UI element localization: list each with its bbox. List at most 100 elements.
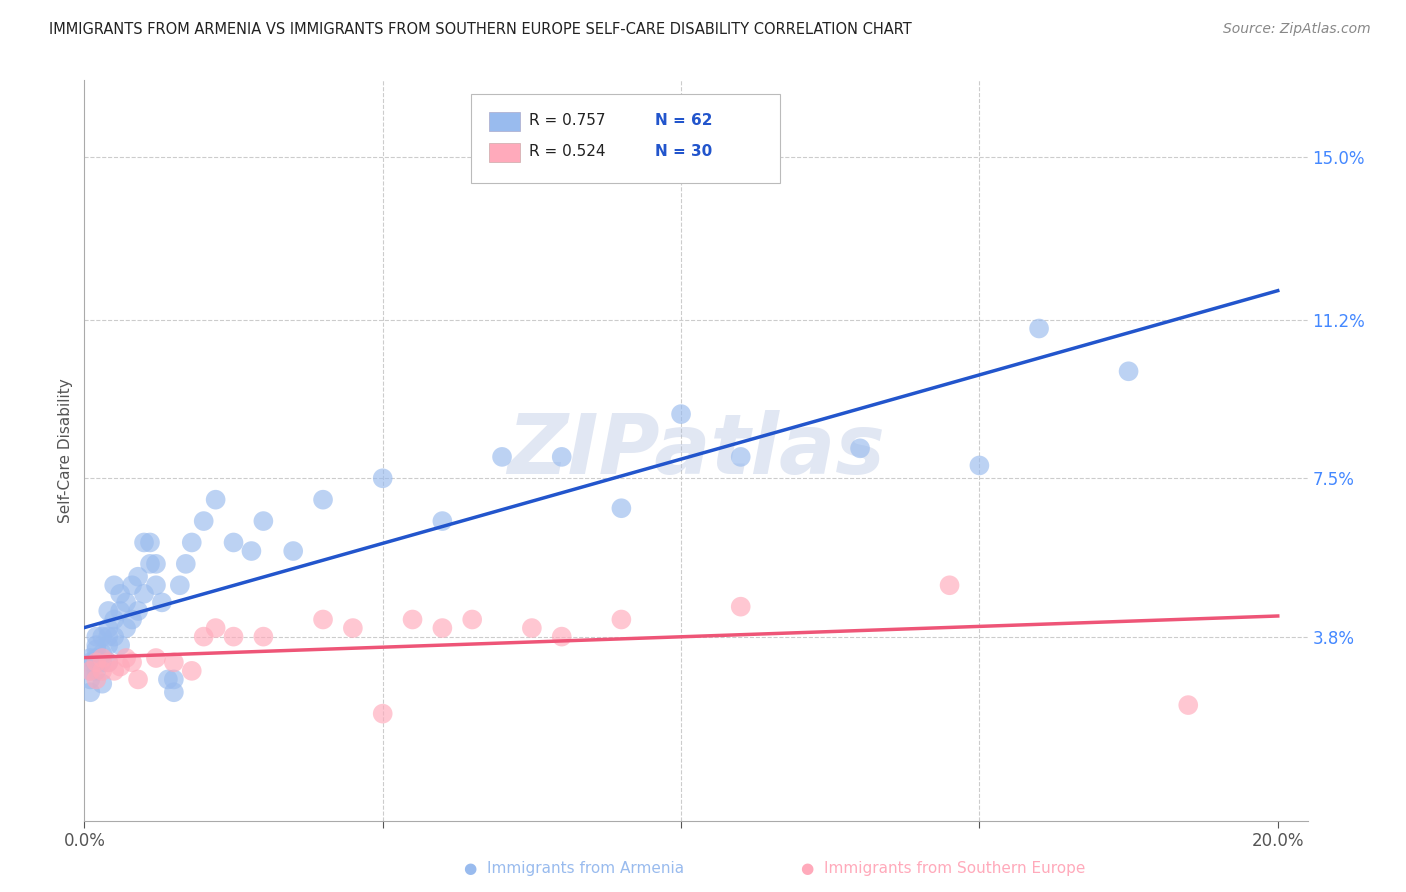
Point (150, 595, 173, 609)
Point (163, 685, 186, 699)
Point (461, 613, 484, 627)
Point (342, 621, 364, 635)
Point (91, 676, 114, 690)
Point (669, 407, 692, 421)
Point (169, 578, 191, 592)
Text: R = 0.524: R = 0.524 (529, 145, 605, 159)
Point (84, 655, 107, 669)
Point (204, 621, 226, 635)
Point (312, 613, 335, 627)
Point (91, 647, 114, 661)
Point (97, 604, 120, 618)
Point (121, 655, 143, 669)
Text: R = 0.757: R = 0.757 (529, 113, 605, 128)
Point (240, 544, 263, 558)
Point (79, 673, 101, 687)
Point (79, 655, 101, 669)
Point (127, 570, 149, 584)
Point (163, 655, 186, 669)
Point (108, 604, 131, 618)
Point (174, 557, 197, 571)
Text: N = 62: N = 62 (655, 113, 713, 128)
Point (84, 630, 107, 644)
Point (115, 621, 138, 635)
Point (145, 578, 167, 592)
Point (84, 638, 107, 652)
Point (849, 442, 872, 456)
Point (371, 471, 394, 485)
Point (132, 535, 155, 549)
Point (1118, 364, 1140, 378)
Point (145, 557, 167, 571)
Point (551, 450, 574, 464)
Point (252, 514, 274, 528)
Text: Source: ZipAtlas.com: Source: ZipAtlas.com (1223, 22, 1371, 37)
Point (252, 630, 274, 644)
Point (730, 450, 752, 464)
Point (283, 544, 305, 558)
Point (156, 673, 179, 687)
Point (103, 664, 125, 678)
Point (145, 651, 167, 665)
Point (551, 630, 574, 644)
Point (108, 587, 131, 601)
Point (108, 659, 131, 673)
Point (163, 673, 186, 687)
Point (79, 664, 101, 678)
Point (401, 613, 423, 627)
Point (84, 673, 107, 687)
Point (127, 673, 149, 687)
Point (193, 514, 215, 528)
Point (108, 638, 131, 652)
Point (432, 514, 454, 528)
Point (115, 595, 138, 609)
Point (97, 621, 120, 635)
Point (222, 630, 245, 644)
Point (91, 651, 114, 665)
Point (222, 535, 245, 549)
Point (121, 578, 143, 592)
Point (969, 458, 991, 473)
Point (132, 587, 155, 601)
Point (97, 655, 120, 669)
Point (312, 492, 335, 507)
Point (91, 664, 114, 678)
Point (193, 630, 215, 644)
Point (610, 613, 633, 627)
Text: IMMIGRANTS FROM ARMENIA VS IMMIGRANTS FROM SOUTHERN EUROPE SELF-CARE DISABILITY : IMMIGRANTS FROM ARMENIA VS IMMIGRANTS FR… (49, 22, 912, 37)
Point (1177, 698, 1199, 712)
Point (938, 578, 960, 592)
Point (91, 630, 114, 644)
Point (91, 655, 114, 669)
Point (103, 578, 125, 592)
Point (371, 706, 394, 721)
Point (115, 651, 138, 665)
Point (84, 664, 107, 678)
Point (520, 621, 543, 635)
Point (432, 621, 454, 635)
Point (103, 630, 125, 644)
Point (491, 450, 513, 464)
Point (127, 604, 149, 618)
Point (180, 535, 202, 549)
Y-axis label: Self-Care Disability: Self-Care Disability (58, 378, 73, 523)
Point (103, 613, 125, 627)
Point (79, 664, 101, 678)
Text: N = 30: N = 30 (655, 145, 713, 159)
Point (121, 613, 143, 627)
Point (97, 655, 120, 669)
Point (139, 535, 162, 549)
Point (610, 501, 633, 516)
Text: ●  Immigrants from Southern Europe: ● Immigrants from Southern Europe (801, 861, 1085, 876)
Point (1028, 321, 1050, 335)
Text: ZIPatlas: ZIPatlas (508, 410, 884, 491)
Point (84, 651, 107, 665)
Point (79, 685, 101, 699)
Point (139, 557, 162, 571)
Point (97, 630, 120, 644)
Text: ●  Immigrants from Armenia: ● Immigrants from Armenia (464, 861, 685, 876)
Point (97, 638, 120, 652)
Point (180, 664, 202, 678)
Point (79, 651, 101, 665)
Point (730, 599, 752, 614)
